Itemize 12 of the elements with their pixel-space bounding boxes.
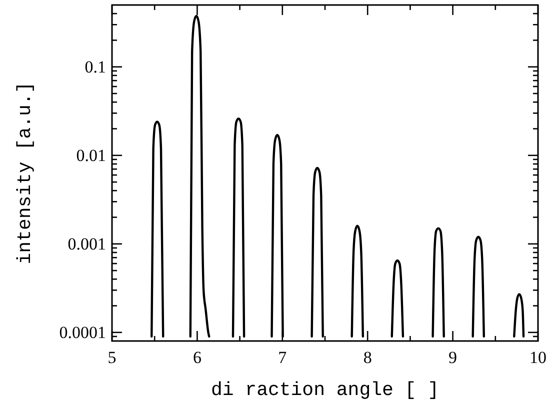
y-tick-label: 0.1	[84, 57, 106, 76]
y-tick-label: 0.01	[76, 146, 106, 165]
x-tick-label: 9	[448, 348, 458, 368]
y-tick-label: 0.001	[68, 234, 106, 254]
x-tick-label: 10	[530, 348, 546, 368]
x-tick-label: 7	[278, 348, 288, 368]
y-axis-title: intensity [a.u.]	[14, 82, 36, 264]
x-tick-label: 6	[192, 348, 202, 368]
x-tick-label: 5	[108, 348, 116, 368]
x-axis-title: di raction angle [ ]	[210, 379, 440, 401]
x-tick-label: 8	[363, 348, 372, 368]
y-tick-label: 0.0001	[59, 322, 106, 342]
